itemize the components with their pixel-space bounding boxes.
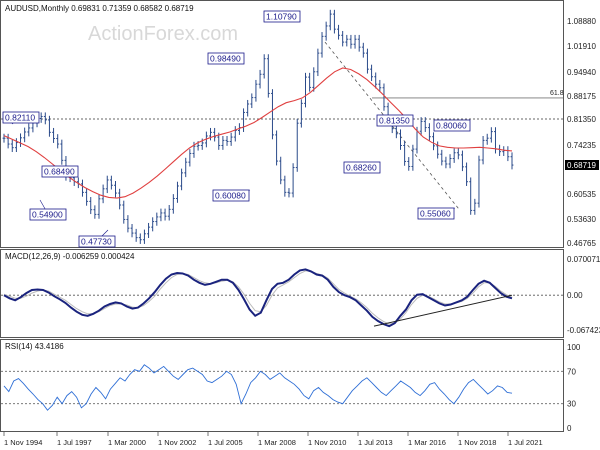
rsi-pane-frame (0, 339, 564, 432)
x-tick-4: 1 Jul 2005 (208, 438, 243, 447)
annotation-box (417, 207, 455, 220)
macd-tick-2: -0.067423 (567, 326, 600, 335)
annotation-box (207, 52, 245, 65)
macd-tick-1: 0.00 (567, 291, 583, 300)
rsi-line (3, 364, 513, 411)
price-tick-7: 0.60535 (567, 190, 596, 199)
annotation-label: 0.55060 (420, 209, 451, 219)
rsi-tick-2: 30 (567, 400, 576, 409)
price-tick-1: 1.01910 (567, 42, 596, 51)
x-tick-8: 1 Mar 2016 (408, 438, 446, 447)
x-tick-6: 1 Nov 2010 (308, 438, 346, 447)
annotation-label: 0.81350 (379, 116, 410, 126)
macd-trend-line (373, 294, 513, 327)
annotation-box (78, 235, 116, 248)
annotation-box (2, 111, 40, 124)
annotation-label: 0.68490 (44, 167, 75, 177)
macd-layer: 0.070071 0.00 -0.067423 (1, 255, 600, 335)
annotation-box (376, 114, 414, 127)
x-tick-0: 1 Nov 1994 (4, 438, 42, 447)
x-tick-9: 1 Nov 2018 (458, 438, 496, 447)
price-layer: 1.08880 1.01910 0.94940 0.88175 0.81350 0.742… (1, 9, 599, 248)
macd-tick-0: 0.070071 (567, 255, 600, 264)
macd-pane-frame (0, 249, 564, 338)
rsi-tick-1: 70 (567, 367, 576, 376)
annotation-box (41, 165, 79, 178)
price-pane-title: AUDUSD,Monthly 0.69831 0.71359 0.68582 0… (5, 4, 194, 13)
macd-line (3, 268, 513, 328)
rsi-tick-3: 0 (567, 424, 572, 433)
annotation-box (433, 119, 471, 132)
macd-pane-title: MACD(12,26,9) -0.006259 0.000424 (5, 252, 135, 261)
price-tick-0: 1.08880 (567, 17, 596, 26)
x-tick-7: 1 Jul 2013 (358, 438, 393, 447)
current-price-tag (565, 160, 599, 170)
annotation-label: 0.54900 (32, 210, 63, 220)
annotation-label: 1.10790 (266, 12, 297, 22)
annotation-label: 0.98490 (210, 54, 241, 64)
price-tick-4: 0.81350 (567, 115, 596, 124)
annotation-label: 0.60080 (215, 191, 246, 201)
moving-average-line (3, 67, 513, 199)
price-tick-2: 0.94940 (567, 68, 596, 77)
rsi-tick-0: 100 (567, 343, 581, 352)
annotation-label: 0.47730 (81, 237, 112, 247)
x-tick-1: 1 Jul 1997 (57, 438, 92, 447)
annotation-label: 0.80060 (436, 121, 467, 131)
rsi-pane-title: RSI(14) 43.4186 (5, 342, 64, 351)
annotation-box (263, 10, 301, 23)
price-tick-6: 0.68719 (567, 161, 596, 170)
rsi-layer: 100 70 30 0 (1, 343, 581, 433)
macd-signal-line (3, 270, 513, 325)
price-tick-8: 0.53630 (567, 215, 596, 224)
x-tick-2: 1 Mar 2000 (108, 438, 146, 447)
x-tick-3: 1 Nov 2002 (158, 438, 196, 447)
x-tick-10: 1 Jul 2021 (508, 438, 543, 447)
price-tick-9: 0.46765 (567, 239, 596, 248)
annotation-box (343, 161, 381, 174)
watermark: ActionForex.com (88, 23, 238, 45)
fib-level-label: 61.8 (550, 90, 564, 97)
x-tick-5: 1 Mar 2008 (258, 438, 296, 447)
price-tick-3: 0.88175 (567, 92, 596, 101)
annotation-label: 0.68260 (346, 163, 377, 173)
annotation-box (212, 189, 250, 202)
price-tick-5: 0.74235 (567, 141, 596, 150)
x-axis: 1 Nov 1994 1 Jul 1997 1 Mar 2000 1 Nov 2002… (3, 432, 543, 447)
annotation-box (29, 208, 67, 221)
price-pane-frame (0, 0, 564, 248)
annotation-label: 0.82110 (5, 113, 35, 123)
